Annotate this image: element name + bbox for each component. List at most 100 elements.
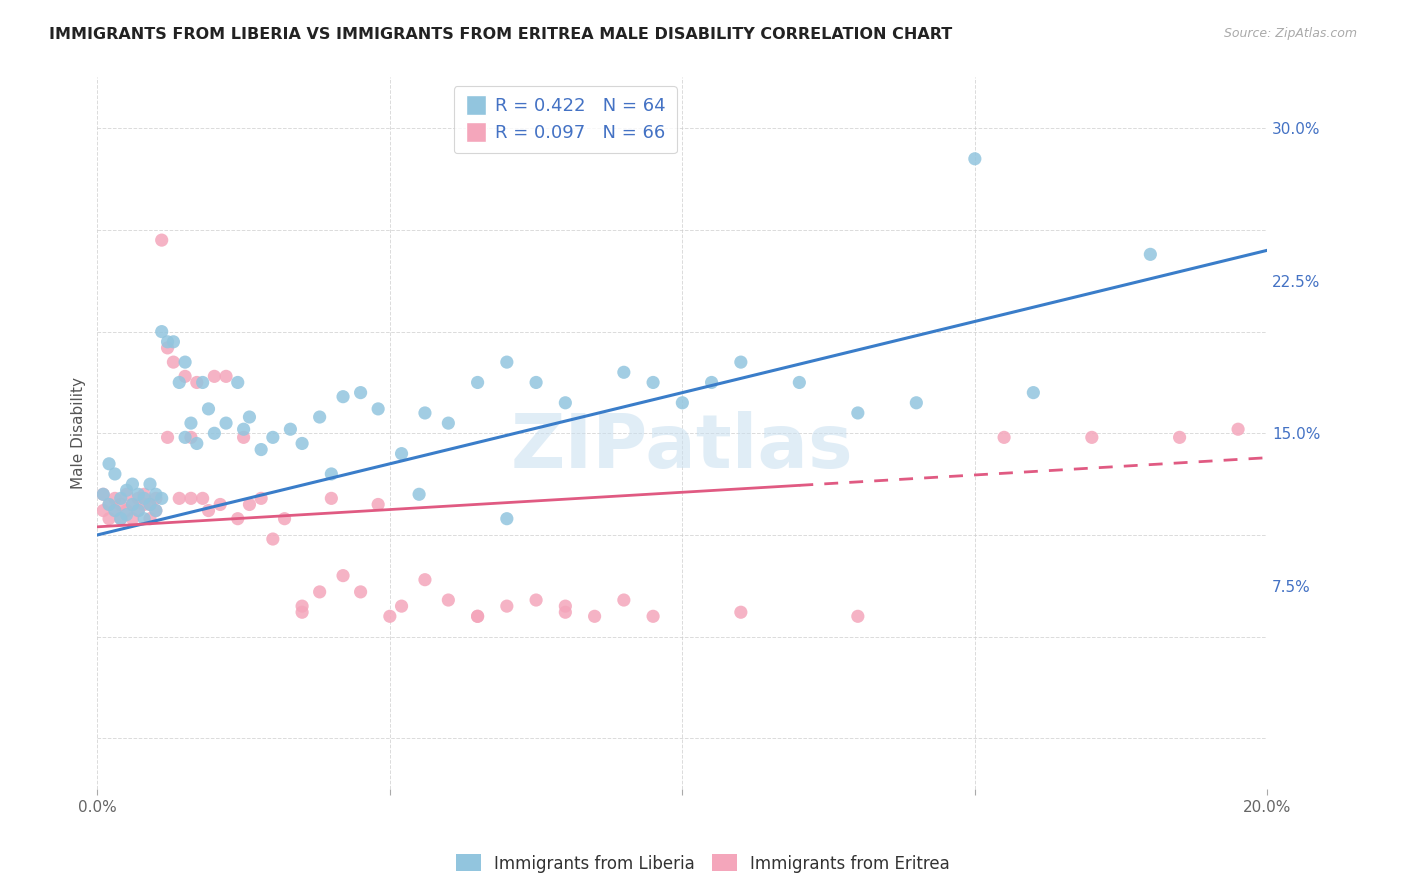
Point bbox=[134, 487, 156, 501]
Legend: Immigrants from Liberia, Immigrants from Eritrea: Immigrants from Liberia, Immigrants from… bbox=[450, 847, 956, 880]
Point bbox=[98, 498, 121, 512]
Point bbox=[115, 508, 138, 522]
Point bbox=[280, 422, 302, 436]
Point bbox=[349, 385, 371, 400]
Point bbox=[262, 532, 284, 546]
Point bbox=[91, 503, 114, 517]
Point bbox=[437, 593, 460, 607]
Point bbox=[150, 491, 173, 506]
Point bbox=[134, 498, 156, 512]
Point bbox=[846, 406, 869, 420]
Point bbox=[1168, 430, 1191, 444]
Point bbox=[291, 436, 314, 450]
Point bbox=[202, 426, 225, 441]
Point bbox=[554, 599, 576, 614]
Point bbox=[613, 365, 636, 379]
Point bbox=[127, 503, 149, 517]
Point bbox=[145, 503, 167, 517]
Point bbox=[145, 487, 167, 501]
Text: Source: ZipAtlas.com: Source: ZipAtlas.com bbox=[1223, 27, 1357, 40]
Point bbox=[332, 390, 354, 404]
Point bbox=[524, 593, 547, 607]
Point bbox=[167, 491, 190, 506]
Point bbox=[215, 369, 238, 384]
Point bbox=[238, 498, 260, 512]
Point bbox=[308, 410, 330, 425]
Point bbox=[174, 430, 197, 444]
Point bbox=[1227, 422, 1250, 436]
Point bbox=[98, 498, 121, 512]
Point bbox=[671, 396, 693, 410]
Point bbox=[495, 511, 517, 525]
Point bbox=[180, 491, 202, 506]
Point bbox=[273, 511, 295, 525]
Point bbox=[134, 491, 156, 506]
Point bbox=[150, 233, 173, 247]
Point bbox=[250, 491, 273, 506]
Point bbox=[963, 152, 986, 166]
Point bbox=[643, 609, 665, 624]
Point bbox=[121, 511, 143, 525]
Point bbox=[1139, 247, 1161, 261]
Point bbox=[127, 487, 149, 501]
Point bbox=[115, 483, 138, 498]
Point bbox=[139, 498, 162, 512]
Point bbox=[613, 593, 636, 607]
Point bbox=[91, 487, 114, 501]
Point bbox=[174, 355, 197, 369]
Text: ZIPatlas: ZIPatlas bbox=[510, 411, 853, 484]
Point bbox=[215, 416, 238, 430]
Point bbox=[367, 498, 389, 512]
Point bbox=[413, 406, 436, 420]
Point bbox=[127, 491, 149, 506]
Point bbox=[174, 369, 197, 384]
Point bbox=[262, 430, 284, 444]
Point bbox=[408, 487, 430, 501]
Point bbox=[291, 599, 314, 614]
Point bbox=[186, 436, 208, 450]
Point bbox=[332, 568, 354, 582]
Point bbox=[437, 416, 460, 430]
Point bbox=[209, 498, 232, 512]
Point bbox=[98, 511, 121, 525]
Point bbox=[98, 457, 121, 471]
Point bbox=[191, 491, 214, 506]
Point bbox=[191, 376, 214, 390]
Point bbox=[308, 585, 330, 599]
Point bbox=[789, 376, 811, 390]
Point bbox=[104, 491, 127, 506]
Point bbox=[115, 487, 138, 501]
Point bbox=[110, 511, 132, 525]
Legend: R = 0.422   N = 64, R = 0.097   N = 66: R = 0.422 N = 64, R = 0.097 N = 66 bbox=[454, 87, 676, 153]
Point bbox=[197, 401, 219, 416]
Point bbox=[162, 355, 184, 369]
Point bbox=[250, 442, 273, 457]
Point bbox=[156, 341, 179, 355]
Point bbox=[321, 491, 343, 506]
Point bbox=[467, 609, 489, 624]
Point bbox=[197, 503, 219, 517]
Point bbox=[232, 422, 254, 436]
Point bbox=[232, 430, 254, 444]
Point bbox=[524, 376, 547, 390]
Point bbox=[110, 511, 132, 525]
Point bbox=[186, 376, 208, 390]
Point bbox=[467, 609, 489, 624]
Point bbox=[115, 503, 138, 517]
Point bbox=[167, 376, 190, 390]
Point bbox=[156, 334, 179, 349]
Point bbox=[121, 498, 143, 512]
Point bbox=[139, 511, 162, 525]
Point bbox=[700, 376, 723, 390]
Point bbox=[156, 430, 179, 444]
Point bbox=[730, 605, 752, 619]
Point bbox=[180, 416, 202, 430]
Point bbox=[846, 609, 869, 624]
Point bbox=[643, 376, 665, 390]
Point bbox=[145, 503, 167, 517]
Point bbox=[110, 491, 132, 506]
Point bbox=[378, 609, 401, 624]
Point bbox=[121, 477, 143, 491]
Point bbox=[583, 609, 606, 624]
Point bbox=[413, 573, 436, 587]
